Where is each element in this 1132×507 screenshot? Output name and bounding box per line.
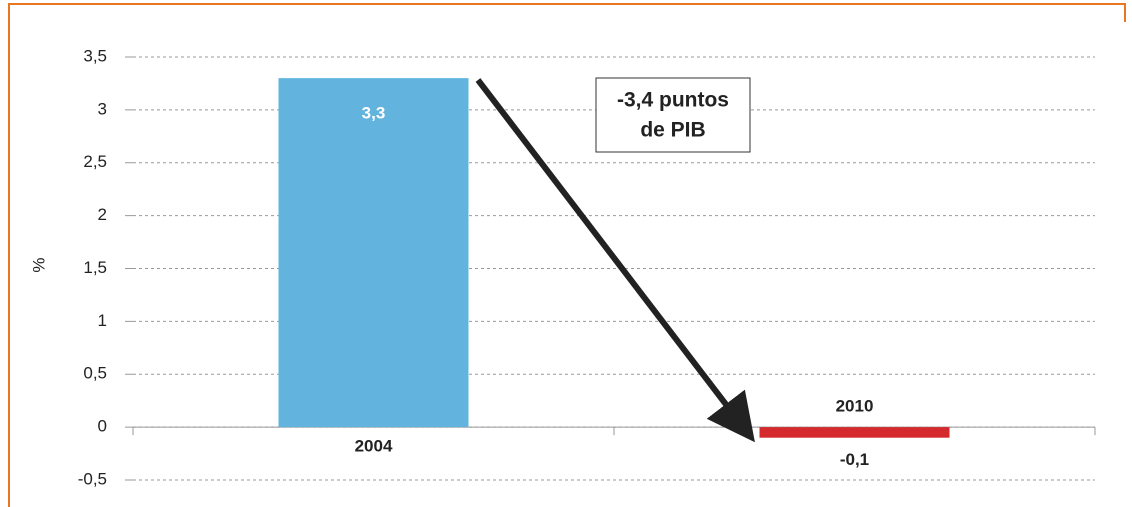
y-tick-label: 0 bbox=[98, 417, 107, 436]
y-tick-label: 3,5 bbox=[83, 46, 107, 65]
value-label: -0,1 bbox=[840, 450, 869, 469]
frame bbox=[8, 3, 1126, 507]
bar bbox=[759, 427, 950, 438]
y-tick-label: 0,5 bbox=[83, 364, 107, 383]
annotation: de PIB bbox=[640, 119, 705, 142]
y-tick-label: 1,5 bbox=[83, 258, 107, 277]
y-tick-label: 1 bbox=[98, 311, 107, 330]
y-axis-label: % bbox=[29, 257, 48, 272]
y-tick-label: 2 bbox=[98, 205, 107, 224]
y-tick-label: -0,5 bbox=[78, 469, 107, 488]
x-tick-label: 2010 bbox=[836, 397, 874, 416]
y-tick-label: 3 bbox=[98, 99, 107, 118]
x-tick-label: 2004 bbox=[355, 437, 393, 456]
annotation-box bbox=[595, 77, 751, 153]
annotation: -3,4 puntos bbox=[617, 89, 729, 112]
arrow bbox=[475, 78, 755, 443]
value-label: 3,3 bbox=[362, 104, 386, 123]
y-tick-label: 2,5 bbox=[83, 152, 107, 171]
bar bbox=[278, 78, 469, 428]
